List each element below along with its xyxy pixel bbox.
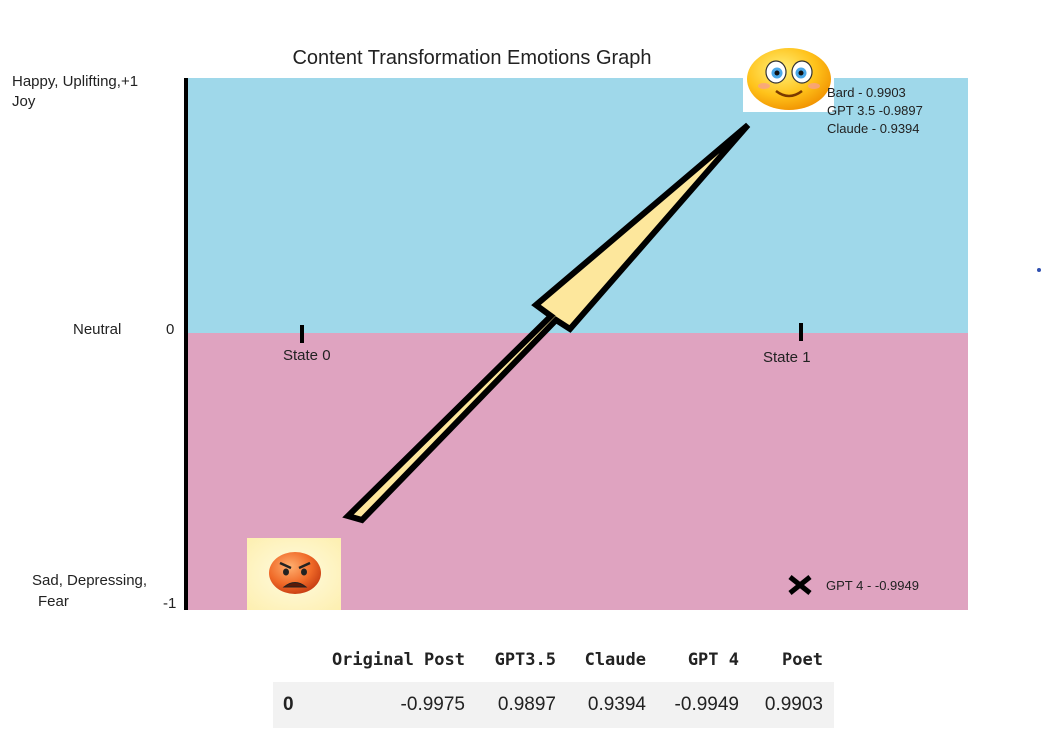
state-1-label: State 1 bbox=[763, 349, 811, 366]
y-label-top-line2: Joy bbox=[12, 93, 36, 110]
table-row: 0 -0.9975 0.9897 0.9394 -0.9949 0.9903 bbox=[273, 682, 834, 728]
y-label-minus-one: -1 bbox=[163, 595, 176, 612]
state-0-label: State 0 bbox=[283, 347, 331, 364]
cell-gpt4: -0.9949 bbox=[674, 694, 739, 715]
y-label-zero: 0 bbox=[166, 321, 174, 338]
gpt4-x-marker bbox=[788, 575, 812, 595]
y-label-neutral: Neutral bbox=[73, 321, 121, 338]
table-header-row: Original Post GPT3.5 Claude GPT 4 Poet bbox=[273, 640, 834, 680]
emotion-chart: Content Transformation Emotions Graph Ha… bbox=[12, 47, 968, 612]
column-header-poet: Poet bbox=[782, 650, 823, 670]
annotation-gpt4: GPT 4 - -0.9949 bbox=[826, 578, 919, 593]
cell-gpt35: 0.9897 bbox=[497, 694, 556, 715]
column-header-claude: Claude bbox=[584, 650, 646, 670]
column-header-gpt4: GPT 4 bbox=[687, 650, 739, 670]
chart-title: Content Transformation Emotions Graph bbox=[292, 47, 651, 69]
stray-dot bbox=[1037, 268, 1041, 272]
column-header-gpt35: GPT3.5 bbox=[494, 650, 556, 670]
transition-arrow bbox=[342, 122, 751, 524]
y-label-top: Happy, Uplifting,+1 bbox=[12, 73, 138, 90]
column-header-original-post: Original Post bbox=[331, 650, 465, 670]
cell-poet: 0.9903 bbox=[764, 694, 823, 715]
annotation-claude: Claude - 0.9394 bbox=[827, 121, 920, 136]
y-label-bottom-line2: Fear bbox=[38, 593, 69, 610]
annotation-gpt35: GPT 3.5 -0.9897 bbox=[827, 103, 923, 118]
annotation-bard: Bard - 0.9903 bbox=[827, 85, 906, 100]
y-label-bottom: Sad, Depressing, bbox=[32, 572, 147, 589]
results-table: Original Post GPT3.5 Claude GPT 4 Poet 0… bbox=[273, 640, 834, 729]
row-index: 0 bbox=[283, 694, 294, 715]
smiley-face-icon bbox=[743, 47, 834, 112]
angry-face-icon bbox=[247, 538, 341, 610]
cell-original-post: -0.9975 bbox=[400, 694, 465, 715]
cell-claude: 0.9394 bbox=[587, 694, 646, 715]
